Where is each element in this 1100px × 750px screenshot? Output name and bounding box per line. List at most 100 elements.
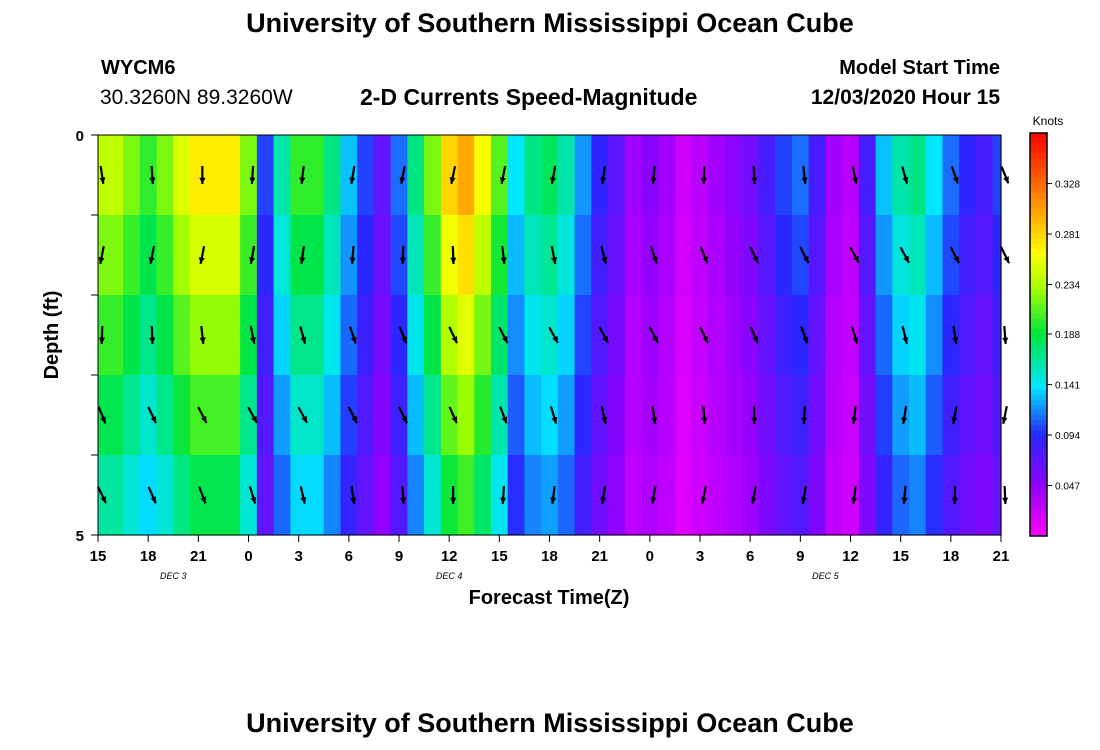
colorbar-strip <box>1030 158 1047 164</box>
heatmap-cell <box>457 455 475 536</box>
colorbar-strip <box>1030 208 1047 215</box>
colorbar-strip <box>1030 138 1047 144</box>
heatmap-cell <box>624 375 643 456</box>
heatmap-cell <box>457 215 475 296</box>
heatmap-cell <box>390 135 408 216</box>
colorbar-strip <box>1030 148 1047 154</box>
current-arrowhead <box>651 417 658 424</box>
date-label: DEC 3 <box>160 571 187 581</box>
current-arrowhead <box>501 336 508 343</box>
heatmap-cell <box>892 375 910 456</box>
colorbar-strip <box>1030 173 1047 179</box>
heatmap-cell <box>139 135 158 216</box>
current-arrowhead <box>301 415 307 423</box>
heatmap-cell <box>975 455 994 536</box>
colorbar-strip <box>1030 500 1047 507</box>
heatmap-cell <box>758 215 776 296</box>
heatmap-cell <box>975 295 994 376</box>
colorbar-strip <box>1030 470 1047 477</box>
current-arrowhead <box>249 177 256 184</box>
heatmap-cell <box>608 455 626 536</box>
speed-heatmap <box>98 135 1002 536</box>
heatmap-cell <box>323 135 342 216</box>
heatmap-cell <box>791 375 810 456</box>
heatmap-cell <box>173 375 191 456</box>
colorbar-strip <box>1030 193 1047 199</box>
heatmap-cell <box>240 455 258 536</box>
heatmap-cell <box>791 455 810 536</box>
heatmap-cell <box>173 215 191 296</box>
current-arrowhead <box>600 497 607 504</box>
colorbar-strip <box>1030 233 1047 240</box>
heatmap-cell <box>775 455 793 536</box>
heatmap-cell <box>608 135 626 216</box>
heatmap-cell <box>925 135 944 216</box>
x-tick-label: 18 <box>541 548 558 565</box>
current-arrowhead <box>149 337 156 344</box>
x-tick-label: 9 <box>395 548 403 565</box>
heatmap-cell <box>892 215 910 296</box>
heatmap-cell <box>223 295 241 376</box>
heatmap-cell <box>574 215 592 296</box>
current-arrowhead <box>399 177 406 184</box>
x-axis-label: Forecast Time(Z) <box>469 587 630 609</box>
y-axis: 05 <box>76 128 98 545</box>
heatmap-cell <box>741 375 760 456</box>
heatmap-cell <box>507 215 526 296</box>
colorbar-strip <box>1030 455 1047 461</box>
current-arrowhead <box>251 415 257 423</box>
x-tick-label: 9 <box>796 548 804 565</box>
heatmap-cell <box>808 455 827 536</box>
current-arrowhead <box>350 336 357 344</box>
x-tick-label: 0 <box>646 548 654 565</box>
heatmap-cell <box>791 295 810 376</box>
heatmap-cell <box>791 135 810 216</box>
heatmap-cell <box>223 135 241 216</box>
heatmap-cell <box>440 455 459 536</box>
heatmap-cell <box>775 375 793 456</box>
colorbar-strip <box>1030 349 1047 356</box>
heatmap-cell <box>474 135 492 216</box>
station-id: WYCM6 <box>101 57 176 79</box>
heatmap-cell <box>557 375 576 456</box>
heatmap-cell <box>156 375 174 456</box>
colorbar-tick-label: 0.141 <box>1055 380 1080 391</box>
colorbar-tick-label: 0.281 <box>1055 230 1080 241</box>
colorbar-strip <box>1030 228 1047 235</box>
current-arrowhead <box>601 256 608 264</box>
heatmap-cell <box>507 375 526 456</box>
colorbar-strip <box>1030 415 1047 421</box>
heatmap-cell <box>741 455 760 536</box>
heatmap-cell <box>808 135 827 216</box>
heatmap-cell <box>557 215 576 296</box>
heatmap-cell <box>357 215 375 296</box>
heatmap-cell <box>123 295 141 376</box>
heatmap-cell <box>139 215 158 296</box>
y-axis-label: Depth (ft) <box>41 291 63 380</box>
colorbar-strip <box>1030 314 1047 320</box>
heatmap-cell <box>390 215 408 296</box>
current-arrowhead <box>801 177 808 184</box>
colorbar-strip <box>1030 153 1047 159</box>
heatmap-cell <box>189 135 208 216</box>
colorbar-strip <box>1030 379 1047 386</box>
colorbar-strip <box>1030 490 1047 497</box>
footer-title: University of Southern Mississippi Ocean… <box>246 708 854 738</box>
heatmap-cell <box>357 295 375 376</box>
heatmap-cell <box>407 215 425 296</box>
heatmap-cell <box>925 455 944 536</box>
heatmap-cell <box>256 215 275 296</box>
current-arrowhead <box>98 257 105 264</box>
heatmap-cell <box>909 455 927 536</box>
current-arrowhead <box>501 416 508 424</box>
heatmap-cell <box>658 455 676 536</box>
current-arrowhead <box>853 255 859 263</box>
colorbar-strip <box>1030 520 1047 527</box>
heatmap-cell <box>691 135 709 216</box>
heatmap-cell <box>691 215 709 296</box>
current-arrowhead <box>852 177 858 184</box>
current-arrowhead <box>450 497 457 504</box>
current-arrowhead <box>399 257 406 264</box>
current-arrowhead <box>953 256 959 263</box>
heatmap-cell <box>725 455 743 536</box>
